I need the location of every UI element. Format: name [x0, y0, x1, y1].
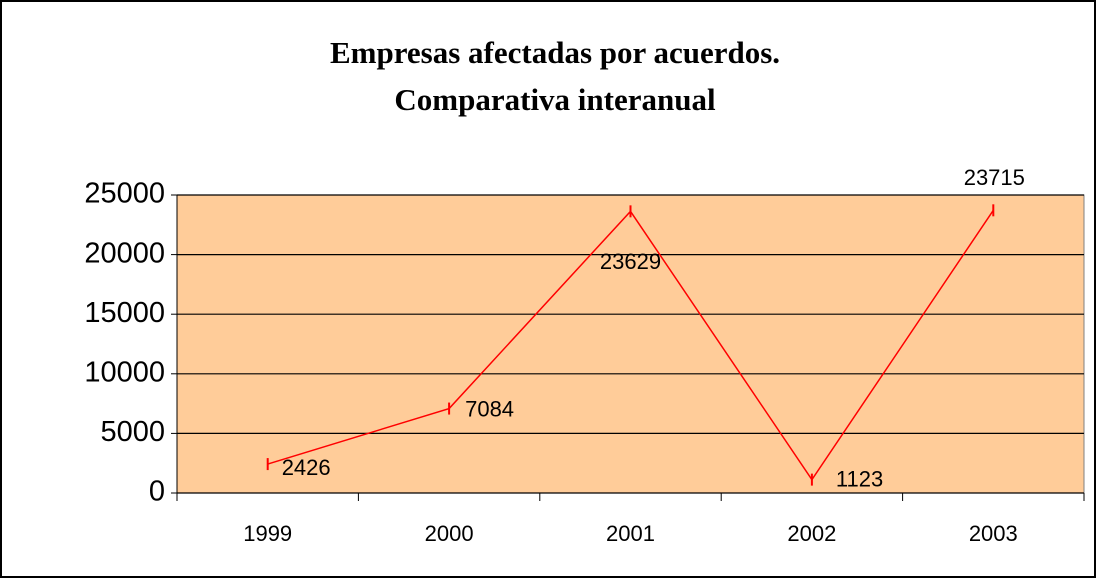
y-tick-label: 0 [149, 476, 165, 508]
y-tick-label: 20000 [84, 237, 165, 269]
plot-area [176, 194, 1085, 494]
y-tick-label: 15000 [84, 297, 165, 329]
data-label: 23629 [600, 249, 661, 274]
y-tick-label: 10000 [84, 356, 165, 388]
x-tick-label: 2002 [787, 521, 836, 546]
data-label: 2426 [282, 455, 331, 480]
y-tick-label: 25000 [84, 178, 165, 210]
data-label: 7084 [465, 396, 514, 421]
x-tick-label: 1999 [243, 521, 292, 546]
data-label: 1123 [836, 466, 883, 491]
y-tick-label: 5000 [100, 416, 165, 448]
x-tick-label: 2003 [969, 521, 1018, 546]
chart-title: Comparativa interanual [394, 82, 716, 117]
data-label: 23715 [964, 165, 1025, 190]
x-tick-label: 2000 [425, 521, 474, 546]
chart-title: Empresas afectadas por acuerdos. [330, 35, 780, 70]
x-tick-label: 2001 [606, 521, 655, 546]
